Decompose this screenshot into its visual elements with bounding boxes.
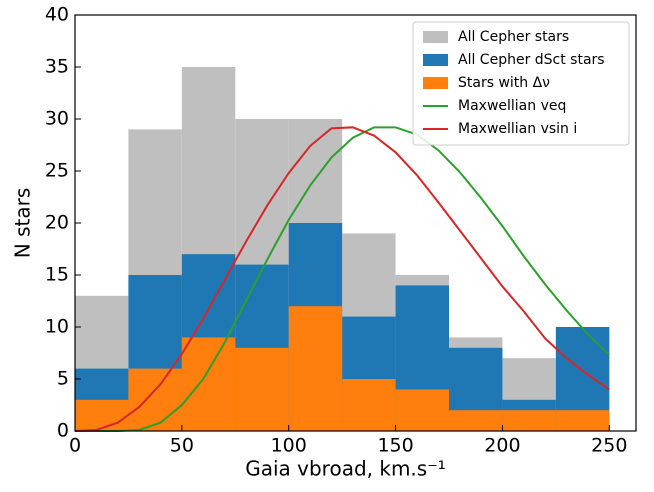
- y-tick-label: 10: [45, 316, 69, 338]
- y-tick-label: 20: [45, 212, 69, 234]
- x-tick-label: 150: [377, 435, 413, 457]
- y-tick-label: 40: [45, 4, 69, 26]
- legend-label: Maxwellian veq: [458, 98, 566, 114]
- bar: [235, 347, 289, 431]
- x-tick-label: 100: [271, 435, 307, 457]
- legend-label: Stars with Δν: [458, 75, 550, 91]
- x-tick-label: 50: [170, 435, 194, 457]
- y-tick-label: 35: [45, 56, 69, 78]
- legend-label: All Cepher dSct stars: [458, 52, 605, 68]
- y-tick-label: 5: [57, 368, 69, 390]
- y-tick-label: 25: [45, 160, 69, 182]
- y-tick-label: 30: [45, 108, 69, 130]
- x-tick-label: 0: [69, 435, 81, 457]
- bar: [181, 337, 236, 431]
- y-tick-label: 0: [57, 420, 69, 442]
- curve: [75, 126, 610, 432]
- bar: [449, 410, 503, 431]
- x-tick-label: 200: [484, 435, 520, 457]
- bar: [75, 399, 129, 431]
- legend-swatch: [423, 54, 448, 66]
- y-axis-label: N stars: [11, 188, 35, 258]
- legend-box: [412, 21, 630, 146]
- legend-swatch: [423, 31, 448, 43]
- bar: [128, 368, 182, 431]
- bar: [288, 306, 343, 431]
- x-tick-label: 250: [591, 435, 627, 457]
- curve: [74, 126, 610, 432]
- y-tick-label: 15: [45, 264, 69, 286]
- bar: [395, 389, 449, 431]
- x-axis-label: Gaia vbroad, km.s⁻¹: [245, 457, 446, 481]
- bar: [502, 410, 556, 431]
- legend-swatch: [423, 77, 448, 89]
- legend-label: All Cepher stars: [458, 29, 569, 45]
- bar: [342, 379, 396, 431]
- legend-label: Maxwellian vsin i: [458, 121, 577, 137]
- bar: [555, 410, 610, 431]
